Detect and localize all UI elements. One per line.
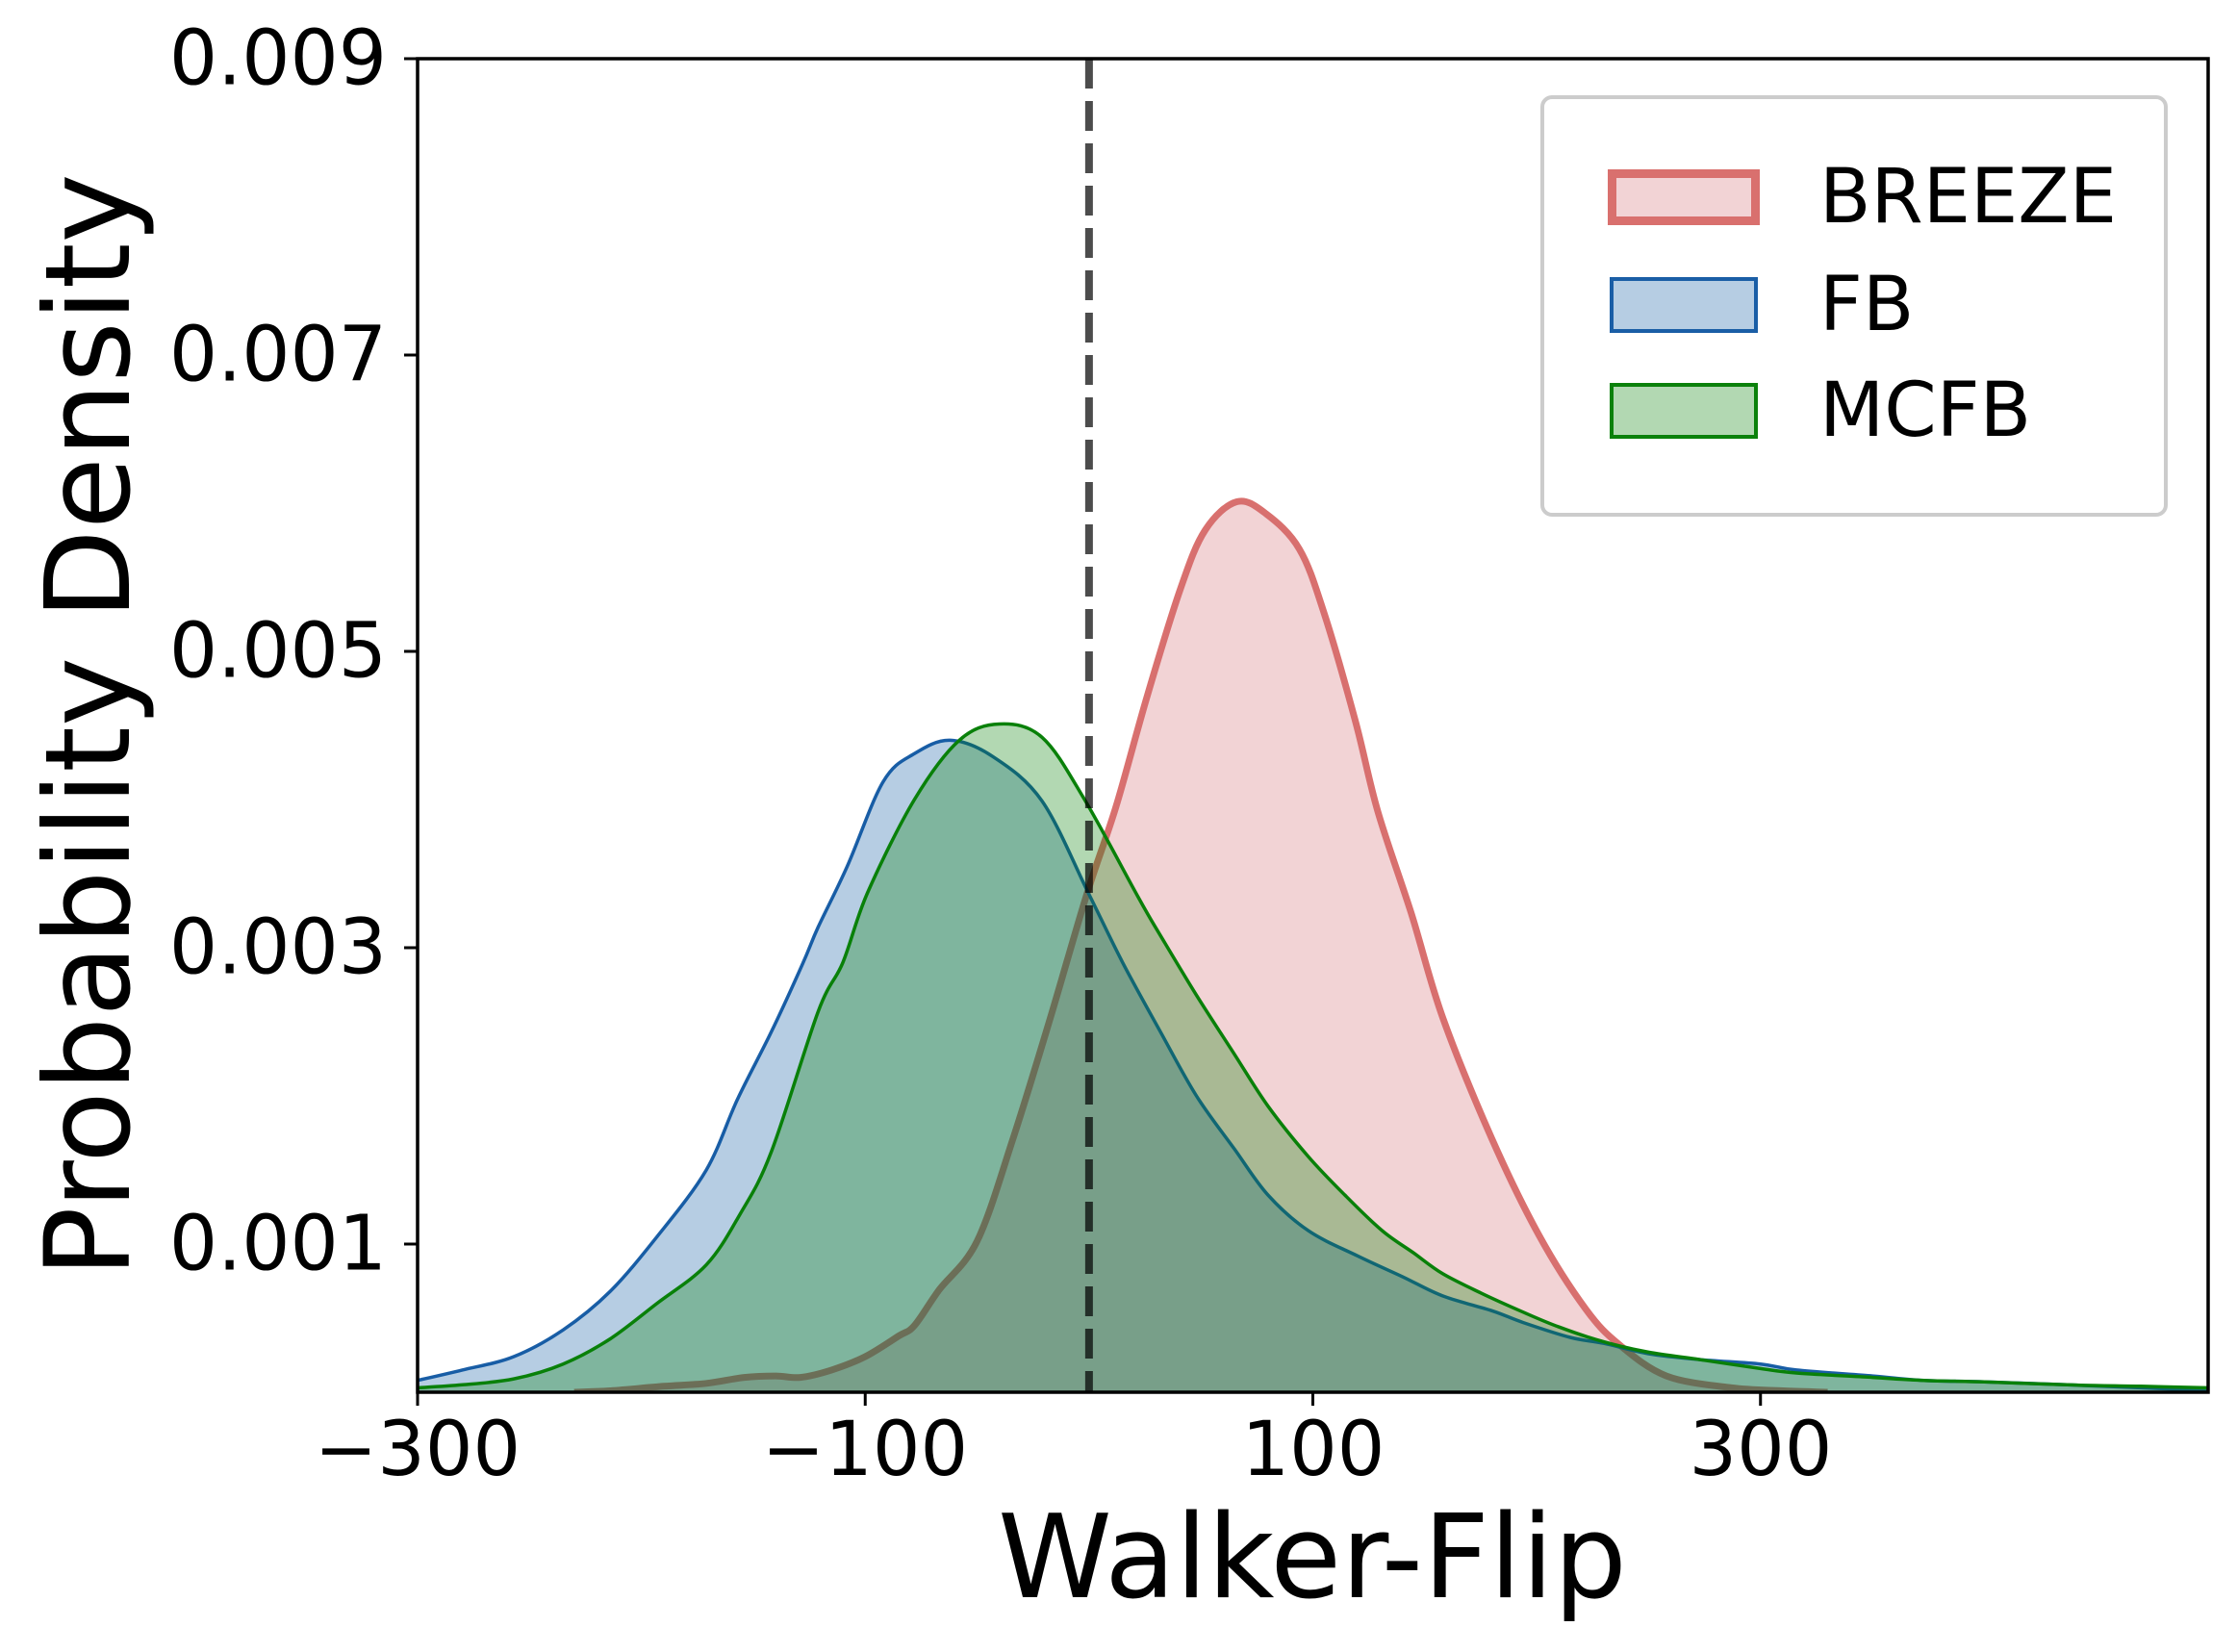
density-fill-mcfb: [418, 724, 2208, 1392]
legend-swatch-breeze: [1608, 169, 1760, 225]
density-line-fb: [418, 738, 2208, 1392]
legend-item-breeze: BREEZE: [1608, 160, 2117, 235]
density-fill-breeze: [573, 500, 1828, 1392]
x-tick-label-100: 100: [1241, 1407, 1385, 1493]
legend-swatch-mcfb: [1610, 383, 1758, 439]
density-fill-fb: [418, 740, 2208, 1392]
legend-label-breeze: BREEZE: [1819, 154, 2117, 241]
legend-label-fb: FB: [1819, 262, 1915, 348]
density-line-mcfb: [418, 722, 2208, 1390]
y-tick-label-0.007: 0.007: [168, 310, 387, 399]
y-tick-label-0.005: 0.005: [168, 606, 387, 696]
x-tick-label-300: 300: [1689, 1407, 1833, 1493]
density-line-breeze: [573, 497, 1828, 1392]
legend-swatch-fb: [1610, 277, 1758, 333]
axis-ticks: [404, 57, 1763, 1406]
y-tick-label-0.009: 0.009: [168, 13, 387, 103]
x-tick-label-neg100: −100: [761, 1407, 969, 1493]
density-curves: [418, 497, 2208, 1392]
legend-item-fb: FB: [1608, 267, 1914, 343]
y-axis-label: Probability Density: [20, 173, 157, 1278]
legend-label-mcfb: MCFB: [1819, 368, 2032, 454]
axes-frame: [416, 57, 2210, 1394]
y-tick-label-0.003: 0.003: [168, 902, 387, 992]
x-axis-label: Walker-Flip: [998, 1491, 1627, 1625]
legend: BREEZE FB MCFB: [1540, 95, 2168, 517]
x-tick-label-neg300: −300: [314, 1407, 521, 1493]
y-tick-label-0.001: 0.001: [168, 1199, 387, 1288]
legend-item-mcfb: MCFB: [1608, 373, 2031, 448]
